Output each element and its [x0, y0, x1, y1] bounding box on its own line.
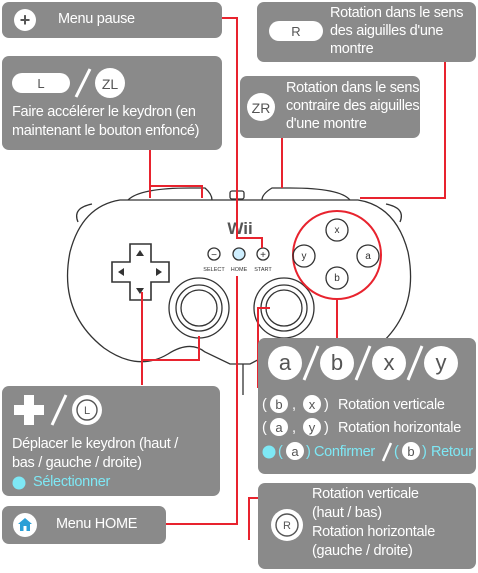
y-button[interactable]: [292, 244, 316, 268]
zr-desc-3: d'une montre: [286, 116, 367, 132]
face-buttons-icons: a b x y: [268, 345, 458, 381]
dpad-stick-box: L Déplacer le keydron (haut / bas / gauc…: [2, 386, 220, 496]
right-stick-icon: R: [271, 509, 303, 541]
slash-divider: [381, 442, 393, 462]
home-label: HOME: [231, 267, 248, 273]
b-button[interactable]: [325, 266, 349, 290]
select-label: SELECT: [203, 267, 225, 273]
svg-text:x: x: [309, 397, 316, 412]
left-stick-outer: [168, 277, 230, 339]
menu-dot-icon: [12, 476, 26, 490]
svg-text:x: x: [335, 225, 340, 236]
l-zl-box: L ZL Faire accélérer le keydron (en main…: [2, 56, 222, 150]
horizontal-rotation-label: Rotation horizontale: [338, 420, 461, 436]
svg-text:a: a: [279, 350, 292, 375]
back-label: Retour: [431, 444, 473, 460]
dpad-icon: [14, 395, 44, 425]
svg-text:a: a: [365, 251, 371, 262]
r-button-box: R Rotation dans le sens des aiguilles d'…: [257, 2, 476, 62]
svg-text:y: y: [436, 350, 447, 375]
a-button[interactable]: [356, 244, 380, 268]
select-minus-button[interactable]: [207, 247, 221, 261]
svg-text:+: +: [20, 10, 31, 30]
x-button[interactable]: [325, 218, 349, 242]
rstick-desc-1: Rotation verticale: [312, 486, 419, 502]
start-label: START: [254, 267, 272, 273]
b-button-icon: [320, 346, 354, 380]
vertical-rotation-label: Rotation verticale: [338, 397, 445, 413]
l-zl-icons: L ZL: [12, 68, 125, 98]
face-buttons-box: a b x y ( b , x ) Rotation verticale ( a…: [258, 338, 476, 474]
pause-box: + Menu pause: [2, 2, 222, 38]
svg-text:b: b: [334, 273, 340, 284]
l-zl-desc-2: maintenant le bouton enfoncé): [12, 123, 200, 139]
b-button-small-icon: b: [270, 395, 288, 413]
r-shoulder-icon: R: [269, 21, 323, 41]
left-grip-edge: [75, 203, 93, 223]
menu-dot-icon: [262, 445, 276, 459]
dpad-desc-2: bas / gauche / droite): [12, 455, 142, 471]
a-button-icon: [268, 346, 302, 380]
l-zl-desc-1: Faire accélérer le keydron (en: [12, 104, 196, 120]
rstick-desc-4: (gauche / droite): [312, 543, 413, 559]
home-button[interactable]: [232, 247, 246, 261]
dpad[interactable]: [111, 243, 170, 301]
zr-button-icon: ZR: [247, 93, 275, 121]
svg-text:R: R: [283, 520, 291, 532]
dpad-desc-1: Déplacer le keydron (haut /: [12, 436, 178, 452]
home-box: Menu HOME: [2, 506, 166, 544]
svg-text:y: y: [309, 420, 316, 435]
controller-body: [66, 199, 412, 365]
confirm-label: Confirmer: [314, 444, 375, 460]
rstick-desc-3: Rotation horizontale: [312, 524, 435, 540]
y-button-icon: [424, 346, 458, 380]
svg-text:R: R: [291, 24, 300, 39]
b-back-icon: b: [402, 442, 420, 460]
wii-logo: Wii: [227, 219, 252, 238]
svg-text:L: L: [84, 405, 90, 417]
r-desc-1: Rotation dans le sens: [330, 5, 464, 21]
right-shoulder-outline: [261, 187, 351, 201]
svg-text:x: x: [384, 350, 395, 375]
plus-button-icon: +: [14, 9, 36, 31]
pause-label: Menu pause: [58, 11, 135, 27]
left-stick[interactable]: [175, 284, 223, 332]
svg-text:ZL: ZL: [102, 76, 119, 92]
l-shoulder-icon: [12, 73, 70, 93]
a-confirm-icon: a: [286, 442, 304, 460]
svg-text:b: b: [407, 444, 414, 459]
home-icon: [13, 513, 37, 537]
select-label-text: Sélectionner: [33, 474, 111, 490]
home-label-text: Menu HOME: [56, 516, 138, 532]
svg-text:a: a: [291, 444, 299, 459]
svg-text:L: L: [37, 76, 44, 91]
y-button-small-icon: y: [303, 418, 321, 436]
rstick-desc-2: (haut / bas): [312, 505, 382, 521]
left-shoulder-outline: [127, 187, 213, 201]
zr-desc-2: contraire des aiguilles: [286, 98, 420, 114]
r-desc-3: montre: [330, 41, 374, 57]
r-stick-box: R Rotation verticale (haut / bas) Rotati…: [258, 483, 476, 569]
right-grip-edge: [385, 203, 403, 223]
svg-text:b: b: [331, 350, 343, 375]
r-desc-2: des aiguilles d'une: [330, 23, 444, 39]
x-button-small-icon: x: [303, 395, 321, 413]
svg-text:a: a: [275, 420, 283, 435]
svg-text:−: −: [211, 250, 217, 261]
x-button-icon: [372, 346, 406, 380]
zr-button-box: ZR Rotation dans le sens contraire des a…: [240, 76, 420, 138]
leader-lines: [141, 17, 446, 540]
dpad-lstick-icons: L: [14, 394, 102, 426]
svg-text:b: b: [275, 397, 282, 412]
zr-desc-1: Rotation dans le sens: [286, 80, 420, 96]
svg-text:ZR: ZR: [252, 100, 271, 116]
zl-button-icon: [95, 68, 125, 98]
a-button-small-icon: a: [270, 418, 288, 436]
svg-text:y: y: [302, 251, 307, 262]
svg-text:+: +: [260, 250, 266, 261]
